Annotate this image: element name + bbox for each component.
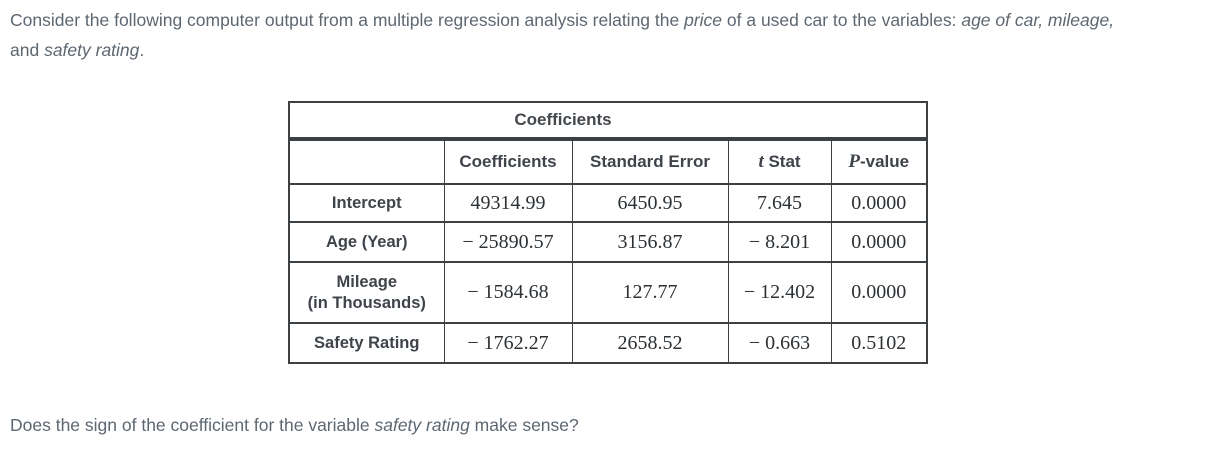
safety-standard-error: 2658.52 bbox=[571, 322, 729, 364]
table-title-row: Coefficients bbox=[288, 101, 928, 141]
safety-coefficient: − 1762.27 bbox=[443, 322, 573, 364]
intro-text-3: and bbox=[10, 40, 45, 60]
intercept-t-stat: 7.645 bbox=[727, 183, 832, 223]
intro-line-1: Consider the following computer output f… bbox=[10, 5, 1190, 35]
intro-paragraph: Consider the following computer output f… bbox=[10, 5, 1190, 65]
question-italic-safety-rating: safety rating bbox=[374, 415, 470, 435]
intro-italic-variables: age of car, mileage, bbox=[961, 10, 1115, 30]
question-text-2: make sense? bbox=[469, 415, 579, 435]
question-paragraph: Does the sign of the coefficient for the… bbox=[10, 410, 1190, 440]
intro-line-2: and safety rating. bbox=[10, 35, 1190, 65]
intercept-standard-error: 6450.95 bbox=[571, 183, 729, 223]
table-header-row: Coefficients Standard Error t Stat P-val… bbox=[288, 138, 928, 185]
p-value-italic-p: P bbox=[848, 151, 860, 172]
mileage-coefficient: − 1584.68 bbox=[443, 261, 573, 324]
table-row-mileage: Mileage (in Thousands) − 1584.68 127.77 −… bbox=[288, 261, 928, 324]
intercept-p-value: 0.0000 bbox=[830, 183, 928, 223]
header-p-value: P-value bbox=[830, 138, 928, 185]
age-coefficient: − 25890.57 bbox=[443, 221, 573, 263]
header-row-label bbox=[288, 138, 445, 185]
row-label-intercept: Intercept bbox=[288, 183, 445, 223]
mileage-label-line-2: (in Thousands) bbox=[307, 293, 426, 312]
intro-text-2: of a used car to the variables: bbox=[722, 10, 962, 30]
question-text-1: Does the sign of the coefficient for the… bbox=[10, 415, 375, 435]
age-t-stat: − 8.201 bbox=[727, 221, 832, 263]
question-line: Does the sign of the coefficient for the… bbox=[10, 410, 1190, 440]
t-stat-italic-t: t bbox=[758, 151, 764, 172]
row-label-mileage: Mileage (in Thousands) bbox=[288, 261, 445, 324]
safety-p-value: 0.5102 bbox=[830, 322, 928, 364]
coefficients-table-container: Coefficients Coefficients Standard Error… bbox=[288, 101, 928, 364]
mileage-label-line-1: Mileage bbox=[336, 272, 398, 291]
intro-text-1: Consider the following computer output f… bbox=[10, 10, 685, 30]
intro-italic-price: price bbox=[684, 10, 723, 30]
coefficients-table: Coefficients Coefficients Standard Error… bbox=[288, 101, 928, 364]
age-p-value: 0.0000 bbox=[830, 221, 928, 263]
table-row-age: Age (Year) − 25890.57 3156.87 − 8.201 0.… bbox=[288, 221, 928, 263]
row-label-age: Age (Year) bbox=[288, 221, 445, 263]
intro-italic-safety-rating: safety rating bbox=[44, 40, 140, 60]
header-t-stat: t Stat bbox=[727, 138, 832, 185]
intro-text-4: . bbox=[139, 40, 145, 60]
header-standard-error: Standard Error bbox=[571, 138, 729, 185]
p-value-rest: -value bbox=[859, 152, 910, 171]
t-stat-rest: Stat bbox=[763, 152, 801, 171]
safety-t-stat: − 0.663 bbox=[727, 322, 832, 364]
header-coefficients: Coefficients bbox=[443, 138, 573, 185]
table-row-safety-rating: Safety Rating − 1762.27 2658.52 − 0.663 … bbox=[288, 322, 928, 364]
mileage-t-stat: − 12.402 bbox=[727, 261, 832, 324]
mileage-p-value: 0.0000 bbox=[830, 261, 928, 324]
age-standard-error: 3156.87 bbox=[571, 221, 729, 263]
row-label-safety-rating: Safety Rating bbox=[288, 322, 445, 364]
intercept-coefficient: 49314.99 bbox=[443, 183, 573, 223]
mileage-standard-error: 127.77 bbox=[571, 261, 729, 324]
table-row-intercept: Intercept 49314.99 6450.95 7.645 0.0000 bbox=[288, 183, 928, 223]
table-title: Coefficients bbox=[288, 101, 928, 141]
